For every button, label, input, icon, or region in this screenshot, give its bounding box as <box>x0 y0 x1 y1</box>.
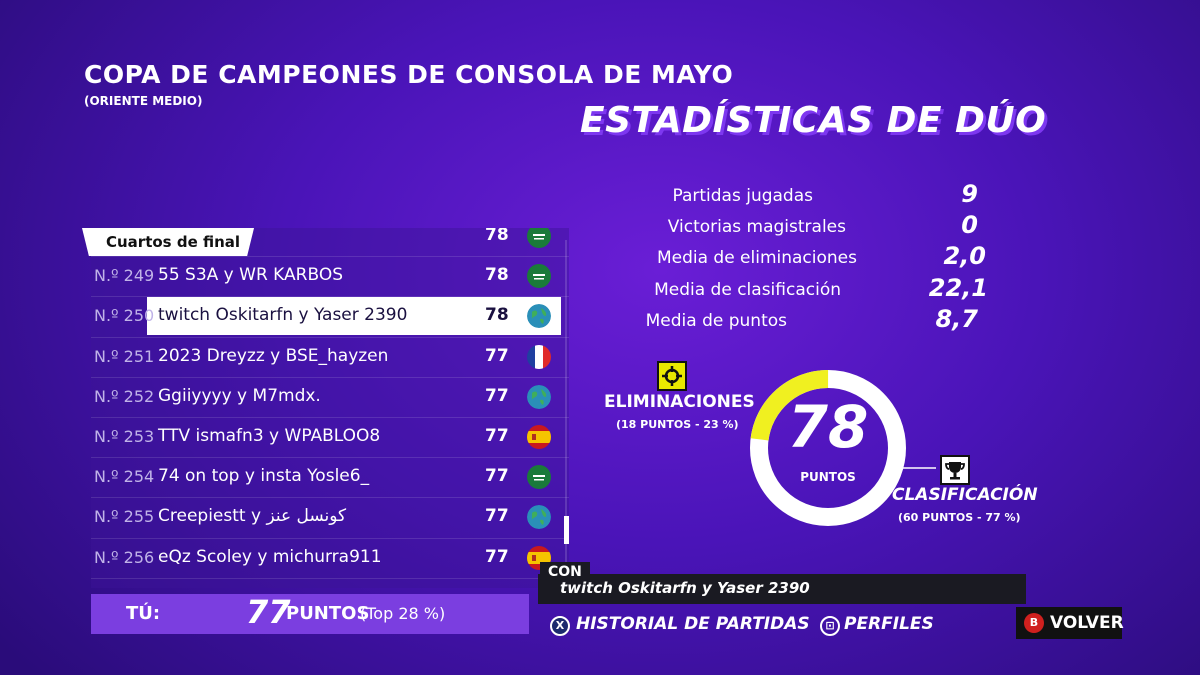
your-score-label: TÚ: <box>126 603 161 624</box>
france-flag-icon <box>527 344 551 369</box>
leaderboard-row[interactable]: N.º 254 74 on top y insta Yosle6_ 77 <box>91 457 569 497</box>
page-title: COPA DE CAMPEONES DE CONSOLA DE MAYO <box>84 60 734 89</box>
view-button-icon: ⊡ <box>820 616 840 636</box>
globe-flag-icon <box>527 304 551 329</box>
row-separator <box>91 457 569 459</box>
stat-value-wins: 0 <box>961 211 978 239</box>
row-rank: N.º 251 <box>94 346 155 366</box>
row-points: 78 <box>485 305 509 326</box>
leaderboard-row[interactable]: N.º 253 TTV ismafn3 y WPABLOO8 77 <box>91 417 569 457</box>
row-rank: N.º 250 <box>94 306 155 326</box>
donut-total: 78 <box>787 393 869 461</box>
leaderboard-background <box>91 228 569 588</box>
duo-stats-title: ESTADÍSTICAS DE DÚO <box>580 100 1047 141</box>
donut-unit: PUNTOS <box>800 470 856 484</box>
stat-label-wins: Victorias magistrales <box>667 217 846 237</box>
row-points: 77 <box>485 506 509 527</box>
your-score-points: 77 <box>246 593 291 631</box>
row-highlight <box>147 297 561 336</box>
teammate-tab: CON <box>540 562 590 582</box>
your-score-top: (Top 28 %) <box>360 604 446 623</box>
leaderboard-row[interactable]: N.º 252 Ggiiyyyy y M7mdx. 77 <box>91 377 569 417</box>
stat-label-elims: Media de eliminaciones <box>656 248 857 268</box>
teammate-bar <box>538 574 1026 604</box>
row-rank: N.º 249 <box>94 266 155 286</box>
row-team-name: Creepiestt y كونسل عنز <box>158 506 347 527</box>
scrollbar-track[interactable] <box>565 240 567 580</box>
stat-value-elims: 2,0 <box>943 242 986 270</box>
row-team-name: TTV ismafn3 y WPABLOO8 <box>158 426 381 446</box>
connector-line <box>892 459 936 469</box>
row-points: 77 <box>485 546 509 567</box>
your-score-bar <box>91 594 529 634</box>
globe-flag-icon <box>527 384 551 409</box>
your-score-unit: PUNTOS <box>286 603 370 624</box>
row-separator <box>91 256 569 258</box>
leaderboard-row[interactable]: N.º 255 Creepiestt y كونسل عنز 77 <box>91 497 569 537</box>
row-separator <box>91 417 569 418</box>
page-subtitle: (ORIENTE MEDIO) <box>84 94 203 108</box>
stat-value-games: 9 <box>961 180 978 208</box>
row-team-name: 74 on top y insta Yosle6_ <box>158 466 370 487</box>
row-rank: N.º 256 <box>94 547 155 567</box>
eliminations-title: ELIMINACIONES <box>604 392 755 412</box>
row-points: 77 <box>485 385 509 406</box>
row-team-name: 55 S3A y WR KARBOS <box>158 265 343 286</box>
eliminations-sub: (18 PUNTOS - 23 %) <box>616 418 739 431</box>
trophy-icon <box>940 455 970 485</box>
saudi-flag-icon <box>527 264 551 289</box>
row-team-name: eQz Scoley y michurra911 <box>158 546 382 567</box>
leaderboard-row[interactable]: N.º 256 eQz Scoley y michurra911 77 <box>91 538 569 578</box>
row-rank: N.º 255 <box>94 507 155 527</box>
stat-label-placement: Media de clasificación <box>654 280 841 300</box>
row-rank: N.º 254 <box>94 467 155 487</box>
stat-label-points: Media de puntos <box>645 311 787 331</box>
spain-flag-icon <box>527 425 551 449</box>
row-separator <box>91 497 569 499</box>
row-separator <box>91 537 569 539</box>
row-separator <box>91 336 569 338</box>
row-team-name: Ggiiyyyy y M7mdx. <box>158 385 321 406</box>
row-points: 77 <box>485 345 509 366</box>
globe-flag-icon <box>527 505 551 530</box>
points-donut <box>749 370 906 526</box>
row-points: 77 <box>485 466 509 487</box>
teammate-name: twitch Oskitarfn y Yaser 2390 <box>560 579 810 597</box>
row-points: 78 <box>485 228 509 245</box>
leaderboard-row[interactable]: N.º 251 2023 Dreyzz y BSE_hayzen 77 <box>91 337 569 377</box>
profiles-button-label: PERFILES <box>844 614 934 634</box>
stat-value-points: 8,7 <box>935 305 978 333</box>
classification-title: CLASIFICACIÓN <box>892 485 1038 505</box>
scrollbar-thumb[interactable] <box>564 516 569 544</box>
b-button-icon: B <box>1024 613 1044 633</box>
crosshair-icon <box>657 361 687 391</box>
saudi-flag-icon <box>527 228 551 248</box>
row-points: 78 <box>485 265 509 286</box>
row-rank: N.º 253 <box>94 427 155 446</box>
history-button-label: HISTORIAL DE PARTIDAS <box>576 614 810 634</box>
saudi-flag-icon <box>527 465 551 490</box>
row-team-name: twitch Oskitarfn y Yaser 2390 <box>158 305 408 326</box>
tab-cuartos-de-final[interactable]: Cuartos de final <box>82 228 255 256</box>
classification-sub: (60 PUNTOS - 77 %) <box>898 511 1021 524</box>
row-separator <box>91 577 569 579</box>
stat-value-placement: 22,1 <box>928 274 988 302</box>
row-separator <box>91 376 569 378</box>
leaderboard-row[interactable]: N.º 250 twitch Oskitarfn y Yaser 2390 78 <box>91 296 569 336</box>
row-separator <box>91 296 569 298</box>
row-rank: N.º 252 <box>94 386 155 406</box>
row-team-name: 2023 Dreyzz y BSE_hayzen <box>158 345 389 366</box>
stat-label-games: Partidas jugadas <box>672 186 813 206</box>
leaderboard-row[interactable]: N.º 249 55 S3A y WR KARBOS 78 <box>91 256 569 296</box>
row-points: 77 <box>485 426 509 446</box>
x-button-icon: X <box>550 616 570 636</box>
back-button-label: VOLVER <box>1050 613 1124 633</box>
